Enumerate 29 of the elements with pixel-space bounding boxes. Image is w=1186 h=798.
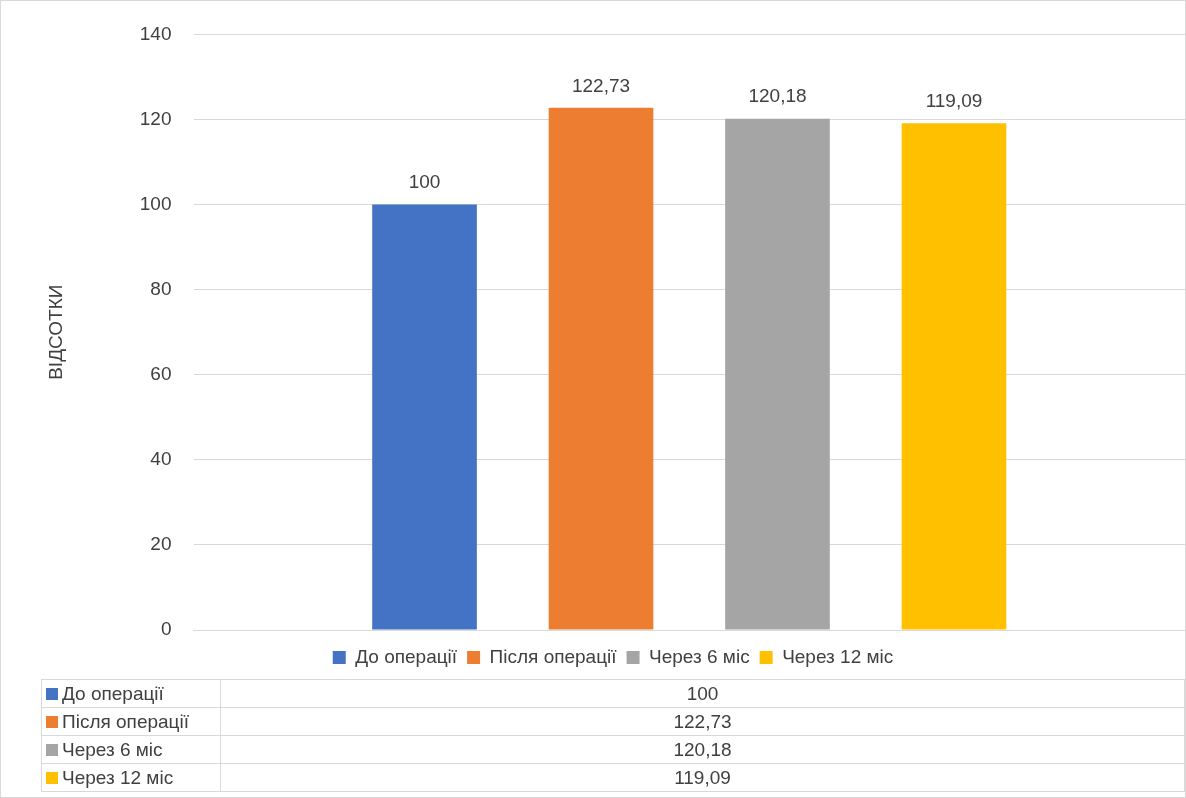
data-label: 122,73 [571,74,631,96]
data-label: 120,18 [748,85,807,107]
y-tick-label: 120 [139,107,172,129]
text: Після операції [62,710,189,732]
y-tick-label: 20 [150,533,172,555]
y-tick-label: 40 [150,448,172,470]
text: Через 6 міс [62,738,163,760]
bar [725,118,830,630]
legend-label: До операції [355,645,458,667]
legend-label: Через 12 міс [782,645,894,667]
legend-label: Через 6 міс [649,645,750,667]
y-tick-label: 0 [160,618,172,640]
y-tick-label: 100 [139,192,172,214]
bar [548,107,654,630]
data-label: 119,09 [925,90,983,112]
text: 122,73 [673,710,732,732]
bar [901,123,1007,630]
text: До операції [62,682,164,704]
data-label: 100 [408,171,441,193]
bar [372,204,477,630]
y-tick-label: 140 [139,22,172,44]
text: Через 12 міс [62,766,174,788]
text: 119,09 [674,766,731,788]
y-tick-label: 60 [150,362,172,384]
y-axis-title: ВІДСОТКИ [44,284,66,380]
legend-label: Після операції [489,645,618,667]
text: 100 [686,682,719,704]
y-tick-label: 80 [150,277,172,299]
text: 120,18 [673,738,732,760]
